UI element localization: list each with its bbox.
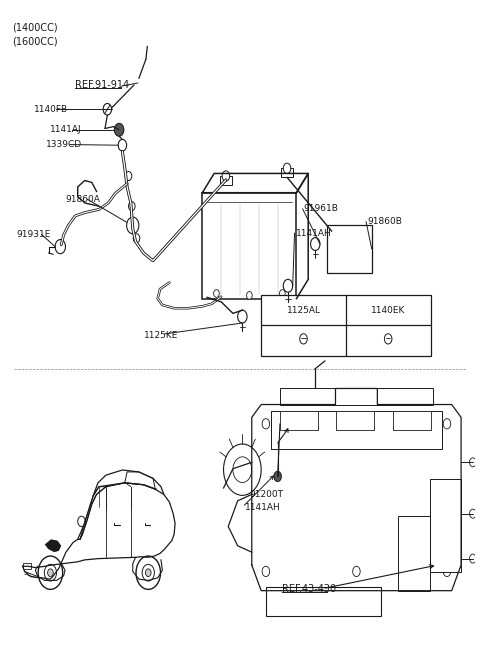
Text: 91200T: 91200T [250, 490, 283, 499]
Circle shape [262, 419, 270, 429]
Circle shape [279, 290, 285, 297]
Text: 1125AL: 1125AL [287, 305, 321, 314]
Bar [23, 563, 31, 569]
Circle shape [44, 565, 57, 581]
Circle shape [311, 238, 320, 250]
Text: (1400CC): (1400CC) [12, 22, 58, 33]
Circle shape [48, 569, 53, 576]
Circle shape [78, 516, 85, 527]
Circle shape [142, 565, 155, 581]
Bar [266, 588, 381, 616]
Text: 1339CD: 1339CD [46, 140, 82, 149]
Circle shape [247, 291, 252, 299]
Bar [327, 225, 372, 273]
Circle shape [55, 240, 65, 253]
Circle shape [103, 103, 111, 115]
Text: 91961B: 91961B [303, 204, 338, 214]
Circle shape [274, 472, 281, 481]
Bar [220, 176, 231, 185]
Circle shape [353, 567, 360, 576]
Circle shape [469, 458, 476, 467]
Text: 1140EK: 1140EK [371, 305, 406, 314]
Circle shape [222, 171, 229, 181]
Circle shape [233, 457, 252, 483]
Circle shape [118, 140, 127, 151]
Bar [271, 411, 442, 449]
Text: (1600CC): (1600CC) [12, 37, 58, 47]
Circle shape [224, 444, 261, 495]
Polygon shape [45, 539, 61, 552]
Circle shape [469, 509, 476, 518]
Circle shape [129, 202, 135, 211]
Text: 1140FB: 1140FB [34, 105, 68, 114]
Circle shape [214, 290, 219, 297]
Text: 1125KE: 1125KE [144, 331, 178, 340]
Text: 91931E: 91931E [16, 230, 51, 239]
Circle shape [469, 554, 476, 563]
Circle shape [300, 334, 307, 344]
Circle shape [136, 556, 160, 590]
Circle shape [114, 123, 124, 136]
Text: REF.91-914: REF.91-914 [75, 80, 130, 90]
Circle shape [262, 567, 270, 576]
Circle shape [127, 217, 139, 234]
Bar [280, 411, 318, 430]
Circle shape [145, 569, 151, 576]
Circle shape [133, 234, 140, 243]
Circle shape [283, 163, 291, 174]
Text: 1141AH: 1141AH [245, 503, 280, 512]
Text: 91860A: 91860A [65, 195, 100, 204]
Circle shape [125, 172, 132, 181]
Bar [393, 411, 431, 430]
Bar [430, 479, 461, 572]
Text: REF.43-430: REF.43-430 [282, 584, 336, 593]
Circle shape [38, 556, 63, 590]
Circle shape [238, 310, 247, 323]
Bar [203, 193, 297, 299]
Circle shape [384, 334, 392, 344]
Text: 1141AJ: 1141AJ [50, 125, 82, 134]
Bar [261, 295, 431, 356]
Circle shape [283, 279, 293, 292]
Bar [280, 388, 433, 405]
Bar [398, 516, 430, 591]
Circle shape [443, 567, 451, 576]
Text: 1141AH: 1141AH [296, 229, 331, 238]
Circle shape [443, 419, 451, 429]
Bar [336, 411, 374, 430]
Text: 91860B: 91860B [367, 217, 402, 226]
Bar [281, 168, 293, 178]
